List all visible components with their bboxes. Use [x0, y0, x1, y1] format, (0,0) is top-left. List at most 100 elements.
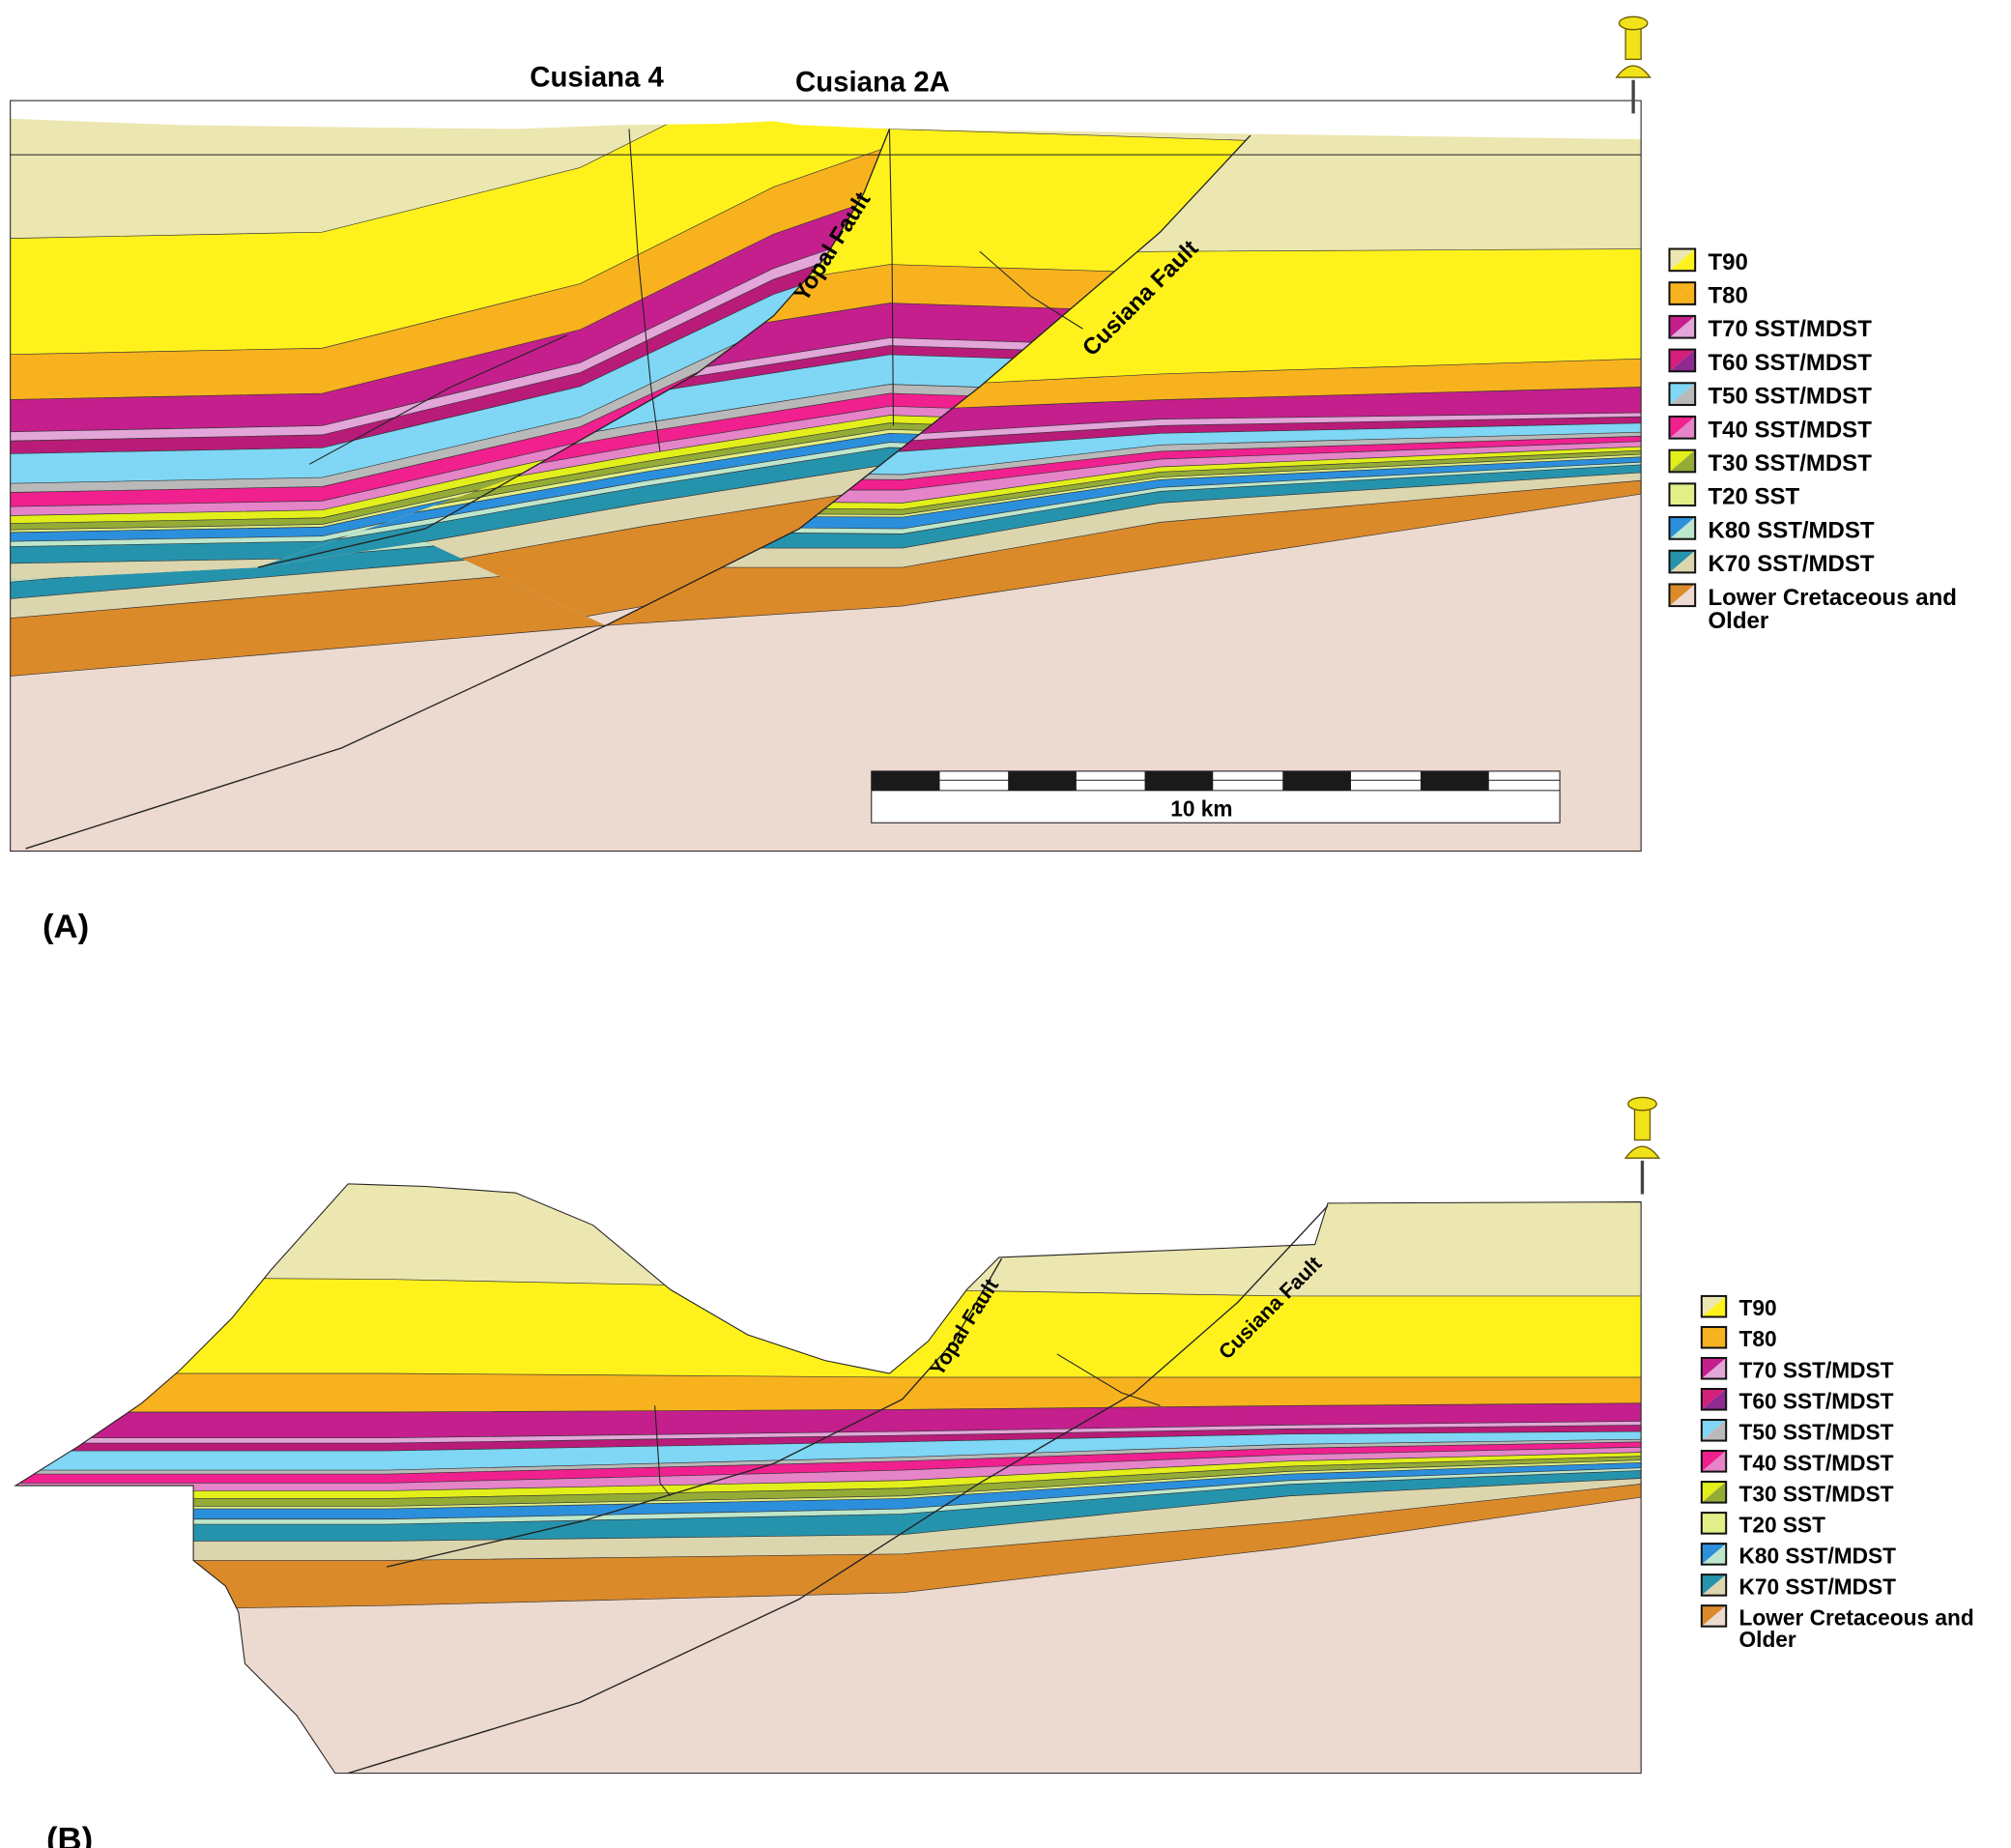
legend-swatch [1668, 348, 1697, 373]
legend-swatch [1700, 1356, 1728, 1380]
yopal-fault-line [257, 129, 891, 568]
panel-a-frame [10, 100, 1642, 852]
legend-swatch [1700, 1450, 1728, 1473]
panel-b-outline [14, 1183, 1642, 1775]
legend-label: T60 SST/MDST [1709, 350, 1873, 376]
legend-label: T30 SST/MDST [1709, 450, 1873, 476]
legend-swatch [1668, 448, 1697, 474]
legend-label: K80 SST/MDST [1709, 517, 1875, 543]
legend-swatch [1700, 1543, 1728, 1566]
panel-b-label: (B) [46, 1822, 93, 1848]
legend-label: T70 SST/MDST [1709, 316, 1873, 342]
legend-swatch [1700, 1325, 1728, 1349]
legend-label: T40 SST/MDST [1739, 1450, 1894, 1475]
legend-item: T50 SST/MDST [1668, 382, 1873, 410]
legend-label: T30 SST/MDST [1739, 1481, 1894, 1506]
well-trajectory-b [654, 1405, 672, 1497]
legend-swatch [1668, 516, 1697, 540]
legend-item: T60 SST/MDST [1668, 348, 1873, 376]
legend-swatch [1700, 1294, 1728, 1318]
legend-label: T40 SST/MDST [1709, 417, 1873, 443]
minor-fault-b [1056, 1353, 1161, 1406]
well-cusiana-2a-trajectory [888, 129, 894, 426]
legend-item: T90 [1668, 247, 1748, 275]
legend-item: K80 SST/MDST [1668, 516, 1875, 543]
legend-label: T20 SST [1709, 484, 1800, 510]
pushpin-icon [1615, 15, 1652, 114]
layer-t30-mdst [10, 275, 890, 581]
legend-swatch [1700, 1574, 1728, 1597]
legend-item: K70 SST/MDST [1668, 549, 1875, 577]
legend-item: T40 SST/MDST [1668, 415, 1873, 443]
scale-bar: 10 km [871, 770, 1561, 823]
minor-fault [979, 250, 1083, 330]
well-label-cusiana-2a: Cusiana 2A [795, 67, 950, 99]
legend-swatch [1668, 549, 1697, 574]
legend-swatch [1668, 382, 1697, 406]
scale-bar-segment [1282, 770, 1352, 791]
legend-item: T60 SST/MDST [1700, 1388, 1894, 1413]
legend-swatch [1668, 583, 1697, 608]
legend-swatch [1700, 1419, 1728, 1442]
legend-item: T80 [1668, 281, 1748, 309]
layer-t30-sst [10, 265, 890, 581]
layer-k80-sst [10, 291, 890, 581]
legend-item: K80 SST/MDST [1700, 1543, 1897, 1568]
legend-label: T50 SST/MDST [1739, 1419, 1894, 1444]
legend-swatch [1668, 314, 1697, 339]
legend-label: T80 [1739, 1326, 1777, 1351]
legend-label: T20 SST [1739, 1512, 1826, 1537]
legend-label: K80 SST/MDST [1739, 1543, 1897, 1568]
legend-swatch [1700, 1604, 1728, 1628]
legend-label: T90 [1709, 249, 1748, 275]
layer-t20 [10, 285, 890, 581]
pushpin-icon [1623, 1096, 1661, 1195]
legend-item: T30 SST/MDST [1668, 448, 1873, 476]
legend-item: T30 SST/MDST [1700, 1481, 1894, 1506]
layer-older [15, 1495, 1642, 1774]
cusiana-fault-line [25, 134, 1251, 850]
legend-label-line2: Older [1709, 608, 1769, 634]
legend-item: T90 [1700, 1294, 1777, 1320]
scale-bar-segment [1144, 770, 1214, 791]
legend-item: T40 SST/MDST [1700, 1450, 1894, 1475]
legend-swatch [1700, 1481, 1728, 1504]
scale-bar-segment [1421, 770, 1489, 791]
scale-bar-segment [871, 770, 940, 791]
cusiana-fault-line-b [347, 1205, 1329, 1775]
legend-swatch [1668, 415, 1697, 440]
yopal-fault-line-b [387, 1257, 1003, 1568]
legend-label: K70 SST/MDST [1709, 551, 1875, 577]
legend-item: T20 SST [1700, 1512, 1826, 1537]
legend-label: T90 [1739, 1295, 1777, 1320]
legend-label: T70 SST/MDST [1739, 1357, 1894, 1382]
legend-swatch [1668, 482, 1697, 507]
legend-panel-b: T90 T80 T70 SST/MDST T60 SST/MDST T50 SST/MD… [1700, 1294, 1974, 1652]
scale-bar-segment [1008, 770, 1077, 791]
legend-panel-a: T90 T80 T70 SST/MDST T60 SST/MDST T50 SST/MD… [1668, 247, 1957, 634]
legend-label: T60 SST/MDST [1739, 1388, 1894, 1413]
restored-section-layers [15, 1183, 1642, 1774]
legend-item: T20 SST [1668, 482, 1800, 510]
well-cusiana-4-trajectory [628, 129, 661, 452]
legend-item: T70 SST/MDST [1700, 1356, 1894, 1382]
legend-label: Lower Cretaceous and [1739, 1604, 1974, 1630]
legend-swatch [1700, 1512, 1728, 1535]
legend-item: T50 SST/MDST [1700, 1419, 1894, 1444]
panel-a-cross-section: Cusiana 4 Cusiana 2A Yopal Fault Cusiana… [10, 15, 1957, 945]
legend-label-line2: Older [1739, 1627, 1796, 1652]
legend-swatch [1668, 281, 1697, 305]
legend-label: Lower Cretaceous and [1709, 585, 1957, 611]
panel-a-label: (A) [43, 909, 89, 945]
legend-item: T80 [1700, 1325, 1777, 1351]
legend-swatch [1668, 247, 1697, 273]
legend-item: K70 SST/MDST [1700, 1574, 1896, 1599]
well-label-cusiana-4: Cusiana 4 [530, 61, 664, 93]
legend-label: T50 SST/MDST [1709, 384, 1873, 410]
scale-bar-label: 10 km [1170, 796, 1232, 822]
panel-b-cross-section: Yopal Fault Cusiana Fault (B) T90T80T70 … [14, 1096, 1974, 1848]
